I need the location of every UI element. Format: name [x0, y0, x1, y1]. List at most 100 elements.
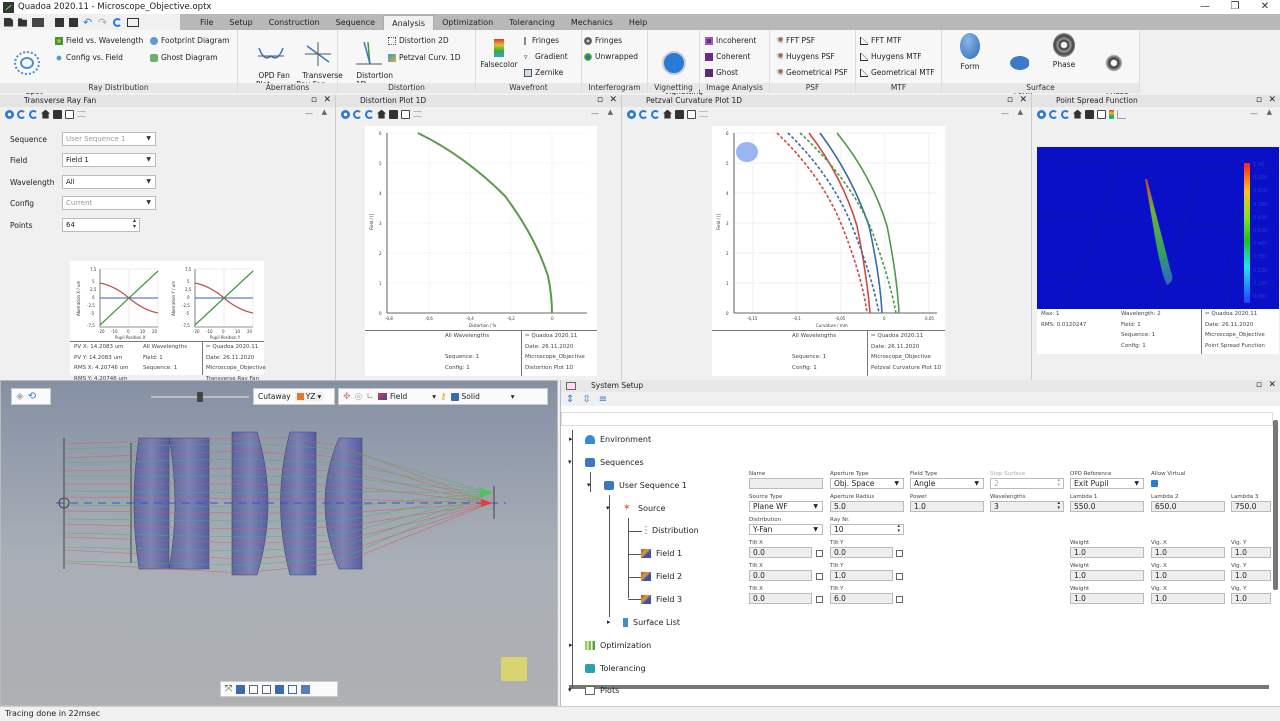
- field-vs-wavelength-button[interactable]: Field vs. Wavelength: [55, 36, 143, 45]
- tree-item-optimization[interactable]: Optimization: [585, 641, 651, 650]
- field-2-vig-y-input[interactable]: 1.0: [1231, 570, 1271, 581]
- minimize-settings-button[interactable]: —: [591, 109, 599, 118]
- geometrical-mtf-button[interactable]: Geometrical MTF: [860, 68, 935, 77]
- export-icon[interactable]: [687, 109, 696, 119]
- setup-scrollbar[interactable]: [1273, 420, 1278, 590]
- collapse-plots-arrow[interactable]: ▾: [568, 686, 572, 694]
- tree-item-field-1[interactable]: Field 1: [641, 549, 682, 558]
- settings-gear-icon[interactable]: [1037, 109, 1046, 119]
- list-view-icon[interactable]: ≡: [598, 393, 608, 405]
- incoherent-button[interactable]: Incoherent: [705, 36, 756, 45]
- field-1-tilt-y-input[interactable]: 0.0: [830, 547, 893, 558]
- maximize-panel-button[interactable]: ▫: [1255, 380, 1262, 390]
- phase-button[interactable]: Phase: [1044, 33, 1084, 69]
- settings-gear-icon[interactable]: [341, 109, 350, 119]
- wavelengths-spinbox[interactable]: 3: [990, 501, 1064, 512]
- collapse-user-sequence-arrow[interactable]: ▾: [587, 481, 591, 489]
- settings-gear-icon[interactable]: [5, 109, 14, 119]
- auto-refresh-icon[interactable]: [29, 109, 38, 119]
- menu-tab-analysis[interactable]: Analysis: [383, 15, 435, 30]
- field-1-tilt-x-checkbox[interactable]: [816, 550, 823, 557]
- tree-item-user-sequence-1[interactable]: User Sequence 1: [604, 481, 687, 490]
- view-front-icon[interactable]: [236, 684, 246, 694]
- auto-refresh-icon[interactable]: [365, 109, 374, 119]
- view-back-icon[interactable]: [249, 684, 259, 694]
- refresh-icon[interactable]: [639, 109, 648, 119]
- recent-files-icon[interactable]: [32, 17, 44, 27]
- coherent-button[interactable]: Coherent: [705, 52, 750, 61]
- expand-surface-list-arrow[interactable]: ▸: [607, 618, 611, 626]
- ghost-image-button[interactable]: Ghost: [705, 68, 738, 77]
- ray-fan-plot[interactable]: 7,5 5 2,5 0 -2,5 -5 -7,5 -20 -10 0 10 20 Pupil Pos…: [70, 261, 266, 382]
- export-icon[interactable]: [1097, 109, 1106, 119]
- view-left-icon[interactable]: [262, 684, 272, 694]
- aperture-type-select[interactable]: Obj. Space: [830, 478, 904, 489]
- minimize-settings-button[interactable]: —: [305, 109, 313, 118]
- home-icon[interactable]: [663, 109, 672, 119]
- menu-lines-icon[interactable]: [413, 111, 422, 117]
- close-panel-button[interactable]: ✕: [609, 95, 617, 105]
- save-as-icon[interactable]: [69, 17, 78, 27]
- axis-icon[interactable]: ∟: [366, 391, 374, 402]
- maximize-panel-button[interactable]: ▫: [596, 95, 603, 105]
- sequence-name-input[interactable]: [749, 478, 823, 489]
- stop-surface-spinbox[interactable]: 2: [990, 478, 1064, 489]
- petzval-curvature-button[interactable]: Petzval Curv. 1D: [388, 53, 461, 62]
- refresh-icon[interactable]: [1049, 109, 1058, 119]
- zoom-slider-handle[interactable]: [197, 392, 203, 402]
- fit-view-icon[interactable]: ⤧: [225, 684, 233, 694]
- zoom-slider[interactable]: [151, 392, 249, 402]
- restore-button[interactable]: ❐: [1230, 1, 1240, 12]
- field-3-vig-x-input[interactable]: 1.0: [1151, 593, 1225, 604]
- config-select[interactable]: Current: [62, 196, 156, 210]
- render-mode-select[interactable]: Solid ▾: [450, 392, 515, 401]
- wavelength-select[interactable]: All: [62, 175, 156, 189]
- maximize-panel-button[interactable]: ▫: [310, 95, 317, 105]
- export-icon[interactable]: [65, 109, 74, 119]
- save-icon[interactable]: [55, 17, 64, 27]
- field-2-vig-x-input[interactable]: 1.0: [1151, 570, 1225, 581]
- tree-item-field-2[interactable]: Field 2: [641, 572, 682, 581]
- collapse-settings-button[interactable]: ▲: [1017, 108, 1023, 116]
- export-icon[interactable]: [401, 109, 410, 119]
- auto-refresh-icon[interactable]: [651, 109, 660, 119]
- field-1-vig-y-input[interactable]: 1.0: [1231, 547, 1271, 558]
- field-3-tilt-x-checkbox[interactable]: [816, 596, 823, 603]
- field-1-weight-input[interactable]: 1.0: [1070, 547, 1144, 558]
- huygens-psf-button[interactable]: Huygens PSF: [775, 52, 835, 61]
- save-icon[interactable]: [389, 109, 398, 119]
- close-panel-button[interactable]: ✕: [1268, 380, 1276, 390]
- tree-item-sequences[interactable]: Sequences: [585, 458, 644, 467]
- close-panel-button[interactable]: ✕: [1019, 95, 1027, 105]
- config-vs-field-button[interactable]: Config vs. Field: [55, 53, 123, 62]
- opd-reference-select[interactable]: Exit Pupil: [1070, 478, 1144, 489]
- collapse-sequences-arrow[interactable]: ▾: [568, 458, 572, 466]
- psf-3d-plot[interactable]: 1.00 0.900 0.800 0.700 0.600 0.500 0.400 0.300 0…: [1036, 147, 1280, 310]
- distortion-plot[interactable]: 6 5 4 3 2 1 0 -0,8 -0,6 -0,4 -0,2 0 Distortion / %…: [365, 126, 597, 376]
- field-2-tilt-x-input[interactable]: 0.0: [749, 570, 812, 581]
- tree-item-source[interactable]: ✶ Source: [623, 503, 666, 514]
- plane-select[interactable]: YZ ▾: [294, 392, 324, 401]
- wavefront-fringes-button[interactable]: Fringes: [524, 36, 559, 45]
- view-right-icon[interactable]: [275, 684, 285, 694]
- undo-icon[interactable]: ↶: [83, 15, 93, 29]
- window-layout-icon[interactable]: [127, 17, 139, 27]
- home-icon[interactable]: [1073, 109, 1082, 119]
- expand-environment-arrow[interactable]: ▸: [569, 435, 573, 443]
- maximize-panel-button[interactable]: ▫: [1006, 95, 1013, 105]
- geometrical-psf-button[interactable]: Geometrical PSF: [775, 68, 848, 77]
- cutaway-button[interactable]: Cutaway: [258, 392, 291, 401]
- new-file-icon[interactable]: [4, 17, 13, 27]
- field-2-weight-input[interactable]: 1.0: [1070, 570, 1144, 581]
- field-3-tilt-x-input[interactable]: 0.0: [749, 593, 812, 604]
- menu-tab-sequence[interactable]: Sequence: [335, 18, 376, 27]
- collapse-source-arrow[interactable]: ▾: [606, 504, 610, 512]
- tree-item-environment[interactable]: Environment: [585, 435, 651, 444]
- menu-tab-setup[interactable]: Setup: [229, 18, 253, 27]
- tree-item-tolerancing[interactable]: Tolerancing: [585, 664, 646, 673]
- menu-tab-optimization[interactable]: Optimization: [442, 18, 494, 27]
- field-type-select[interactable]: Angle: [910, 478, 984, 489]
- view-cube[interactable]: [501, 657, 527, 681]
- refresh-icon[interactable]: [113, 17, 122, 27]
- pan-icon[interactable]: ◈: [16, 391, 24, 402]
